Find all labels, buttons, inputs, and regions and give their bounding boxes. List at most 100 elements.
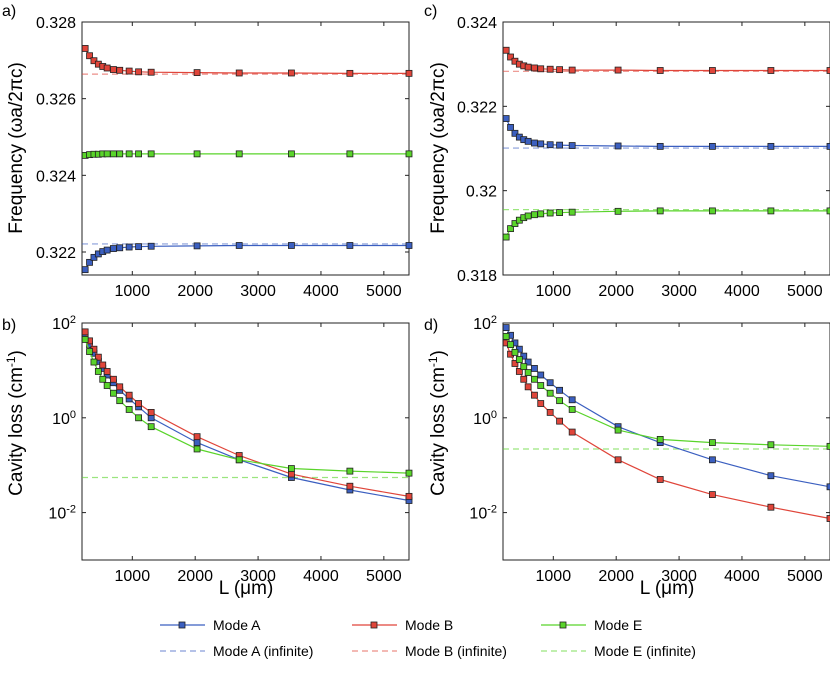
y-tick-label-p2-0: 0.318 [457,268,497,285]
point-p2-mode_a-0 [502,115,510,122]
point-p1-mode_a-11 [193,439,201,446]
series-line-p2-mode_b [505,49,830,72]
point-p3-mode_e-5 [524,369,532,376]
point-p3-mode_a-15 [826,483,830,491]
point-p0-mode_a-13 [288,242,295,249]
ylabel-b: Cavity loss (cm-1) [4,350,27,496]
point-p0-mode_b-13 [288,69,295,77]
point-p0-mode_a-11 [193,242,201,250]
point-p0-mode_a-8 [125,243,133,251]
legend: Mode A Mode A (infinite) Mode B Mode B (… [160,617,696,659]
series-line-p0-mode_e [84,153,409,156]
point-p1-mode_e-8 [125,406,133,413]
panel-d: 1000 2000 3000 4000 5000 10-2 100 102 [469,314,830,585]
point-p3-mode_e-4 [520,363,528,371]
point-p2-mode_b-1 [507,53,514,61]
point-p1-mode_e-10 [147,423,155,431]
point-p2-mode_b-6 [531,64,538,72]
point-p2-mode_e-9 [556,209,563,216]
point-p3-mode_b-12 [656,476,664,483]
series-line-p2-mode_a [505,118,830,147]
point-p1-mode_e-15 [405,469,413,477]
x-tick-label-p1-1: 2000 [177,568,213,585]
xlabel-b: L (μm) [219,578,274,599]
series-line-p1-mode_e [84,339,410,474]
x-tick-label-p1-2: 3000 [240,568,276,585]
series-line-p0-mode_b [84,48,409,75]
point-p1-mode_b-10 [147,408,155,416]
legend-mode-a-marker [178,621,186,629]
point-p0-mode_b-12 [235,69,243,77]
point-p1-mode_b-13 [288,470,295,478]
x-tick-label-p1-0: 1000 [115,568,151,585]
point-p1-mode_b-14 [346,482,354,490]
legend-mode-b-inf: Mode B (infinite) [352,643,507,659]
x-tick-label-p3-0: 1000 [536,568,572,585]
x-tick-label-p2-2: 3000 [661,283,697,300]
point-p2-mode_b-9 [556,66,563,74]
point-p0-mode_a-7 [116,244,124,252]
point-p2-mode_e-13 [709,207,716,215]
x-tick-label-p3-2: 3000 [661,568,697,585]
point-p0-mode_b-14 [346,69,354,77]
point-p0-mode_b-9 [135,68,142,76]
point-p0-mode_a-9 [135,243,142,251]
x-tick-label-p2-0: 1000 [536,283,572,300]
y-tick-label-p2-3: 0.324 [457,15,497,32]
point-p1-mode_e-9 [135,414,142,422]
point-p1-mode_b-15 [405,492,413,500]
point-p0-mode_e-6 [110,150,117,158]
series-line-p2-mode_e [505,210,830,238]
point-p1-mode_b-9 [135,400,142,407]
point-p0-mode_e-12 [235,150,243,158]
xlabel-d: L (μm) [640,578,695,599]
point-p2-mode_b-10 [568,66,576,74]
x-tick-label-p0-1: 2000 [177,283,213,300]
point-p3-mode_a-5 [524,358,532,366]
x-tick-label-p1-3: 4000 [303,568,339,585]
axes-box-p1 [81,322,410,561]
point-p3-mode_a-14 [767,472,775,480]
point-p1-mode_b-8 [125,391,133,399]
x-tick-label-p2-3: 4000 [724,283,760,300]
point-p0-mode_e-13 [288,150,295,158]
point-p1-mode_b-3 [94,353,102,361]
point-p3-mode_e-0 [502,333,510,340]
point-p1-mode_e-5 [103,382,111,389]
point-p0-mode_e-11 [193,150,201,158]
point-p0-mode_a-1 [86,258,93,266]
point-p0-mode_b-1 [86,52,93,60]
point-p2-mode_e-14 [767,207,775,215]
point-p1-mode_e-2 [90,358,98,366]
point-p2-mode_b-13 [709,67,716,74]
point-p3-mode_e-9 [556,397,563,405]
point-p2-mode_b-14 [767,67,775,74]
point-p3-mode_e-8 [546,389,554,397]
point-p1-mode_e-0 [81,336,89,343]
point-p3-mode_b-6 [531,391,538,399]
panel-c: 1000 2000 3000 4000 5000 0.318 0.32 0.322 0.324 [457,15,830,300]
point-p3-mode_b-4 [520,375,528,383]
point-p3-mode_b-10 [568,428,576,436]
point-p3-mode_b-5 [524,383,532,391]
point-p0-mode_e-8 [125,150,133,158]
point-p2-mode_b-8 [546,65,554,73]
point-p0-mode_e-7 [116,150,124,158]
y-tick-label-p0-0: 0.322 [36,245,76,262]
point-p0-mode_e-10 [147,150,155,158]
point-p2-mode_a-14 [767,142,775,150]
point-p2-mode_a-1 [507,124,514,131]
y-tick-label-p0-2: 0.326 [36,92,76,109]
panel-label-d: d) [424,317,438,334]
point-p0-mode_b-0 [81,45,89,52]
point-p3-mode_b-2 [511,360,519,367]
point-p2-mode_a-11 [614,142,622,150]
point-p2-mode_a-15 [826,142,830,150]
point-p3-mode_e-1 [507,341,514,349]
y-tick-label-p0-3: 0.328 [36,15,76,32]
point-p3-mode_b-7 [537,400,545,407]
point-p0-mode_b-6 [110,66,117,73]
x-tick-label-p2-4: 5000 [787,283,823,300]
point-p2-mode_e-5 [524,212,532,220]
point-p1-mode_b-5 [103,368,111,375]
